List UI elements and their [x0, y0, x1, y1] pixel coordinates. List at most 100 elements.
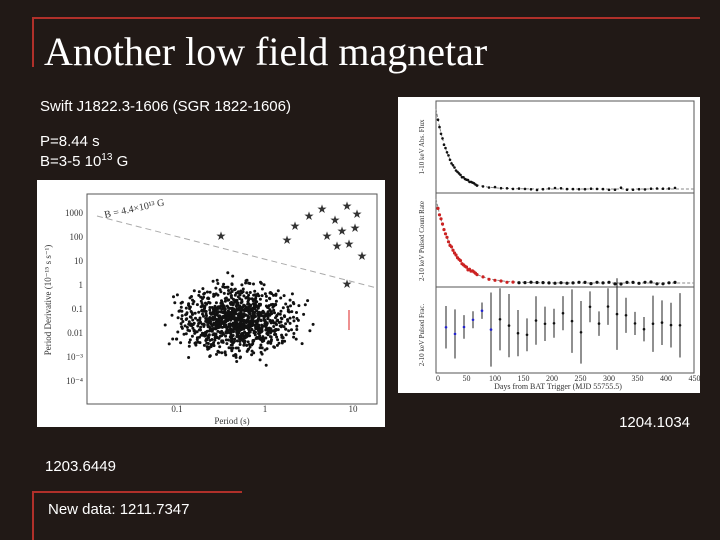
- pulsar-dot: [208, 308, 212, 312]
- pulsar-dot: [295, 311, 298, 314]
- pulsar-dot: [251, 339, 255, 342]
- plot-frame: [86, 193, 378, 405]
- pulsar-dot: [187, 344, 191, 348]
- pulsar-dot: [224, 296, 228, 300]
- pulsar-dot: [276, 289, 280, 293]
- pulsar-dot: [235, 339, 239, 343]
- pulsar-dot: [210, 329, 214, 333]
- rate-point: [535, 280, 539, 285]
- pulsar-dot: [170, 313, 174, 317]
- pulsar-dot: [223, 299, 227, 303]
- pulsar-dot: [197, 322, 201, 325]
- pulsar-dot: [233, 339, 236, 343]
- y-axis-label: Period Derivative (10⁻¹⁵ s s⁻¹): [43, 245, 53, 356]
- flux-point: [655, 187, 659, 190]
- pulsar-dot: [184, 332, 188, 336]
- pulsar-dot: [199, 328, 202, 332]
- flux-point: [583, 187, 587, 191]
- x-tick-label: 10: [349, 404, 359, 414]
- pulsar-dot: [179, 322, 183, 326]
- pulsar-dot: [263, 292, 267, 296]
- rate-point: [559, 281, 563, 285]
- flux-point: [445, 151, 449, 154]
- pulsar-dot: [205, 290, 209, 294]
- pulsar-dot: [224, 338, 228, 342]
- pulsar-dot: [225, 342, 229, 346]
- rate-point: [547, 281, 551, 285]
- pulsar-dot: [294, 337, 298, 341]
- pulsar-dot: [235, 332, 239, 336]
- pulsar-dot: [205, 329, 209, 333]
- flux-point: [577, 187, 581, 191]
- pulsar-dot: [266, 310, 270, 314]
- pulsar-dot: [234, 355, 238, 359]
- pulsar-dot: [295, 317, 299, 320]
- pulsar-dot: [233, 312, 237, 316]
- period: P=8.44 s: [40, 133, 100, 150]
- frac-point: [624, 314, 628, 317]
- pulsar-dot: [275, 343, 279, 347]
- frac-point: [444, 326, 448, 329]
- pulsar-dot: [224, 353, 228, 357]
- x-tick-label: 200: [546, 374, 558, 383]
- pulsar-dot: [204, 319, 208, 323]
- pulsar-dot: [279, 316, 283, 320]
- field-unit: G: [116, 153, 129, 170]
- pulsar-dot: [279, 296, 283, 300]
- pulsar-dot: [269, 327, 273, 331]
- pulsar-dot: [258, 337, 262, 341]
- pulsar-dot: [238, 340, 242, 343]
- x-tick-label: 150: [518, 374, 530, 383]
- pulsar-dot: [292, 332, 296, 335]
- pulsar-dot: [209, 320, 213, 324]
- flux-point: [459, 173, 462, 177]
- rate-point: [583, 280, 587, 284]
- rate-point: [661, 282, 665, 286]
- pulsar-dot: [247, 315, 250, 319]
- ppdot-figure: B = 4.4×10¹³ G Period (s) Period Derivat…: [37, 180, 385, 427]
- pulsar-dot: [199, 299, 203, 303]
- pulsar-dot: [225, 331, 229, 335]
- pulsar-dot: [262, 283, 266, 287]
- flux-point: [523, 187, 527, 191]
- frac-point: [471, 318, 475, 322]
- pulsar-dot: [228, 328, 232, 331]
- pulsar-dot: [196, 324, 200, 328]
- pulsar-dot: [295, 324, 299, 328]
- flux-point: [487, 186, 491, 189]
- pulsar-dot: [222, 282, 226, 286]
- pulsar-dot: [287, 310, 291, 314]
- pulsar-dot: [244, 332, 248, 336]
- pulsar-dot: [180, 314, 184, 318]
- frac-point: [660, 321, 664, 324]
- pulsar-dot: [289, 304, 292, 308]
- pulsar-dot: [236, 295, 240, 299]
- pulsar-dot: [181, 320, 185, 323]
- pulsar-dot: [184, 318, 188, 321]
- pulsar-dot: [192, 289, 196, 293]
- rate-point: [649, 280, 653, 284]
- pulsar-dot: [252, 282, 255, 286]
- pulsar-dot: [231, 274, 235, 278]
- pulsar-dot: [251, 313, 255, 317]
- pulsar-dot: [215, 278, 219, 282]
- pulsar-dot: [213, 338, 217, 342]
- pulsar-dot: [291, 301, 295, 304]
- pulsar-dot: [219, 290, 223, 294]
- frac-point: [525, 333, 529, 337]
- frac-point: [534, 319, 538, 322]
- pulsar-dot: [238, 337, 242, 341]
- y-tick-label: 1000: [65, 208, 84, 218]
- frac-point: [597, 322, 601, 325]
- pulsar-dot: [240, 314, 244, 317]
- pulsar-dot: [211, 279, 215, 283]
- pulsar-dot: [253, 311, 256, 314]
- field-text: B=3-5 10: [40, 153, 102, 170]
- rate-point: [440, 222, 445, 226]
- pulsar-dot: [198, 316, 202, 320]
- flux-point: [529, 188, 533, 191]
- flux-point: [667, 187, 671, 190]
- pulsar-dot: [226, 309, 230, 313]
- pulsar-dot: [276, 338, 280, 342]
- flux-point: [450, 162, 453, 165]
